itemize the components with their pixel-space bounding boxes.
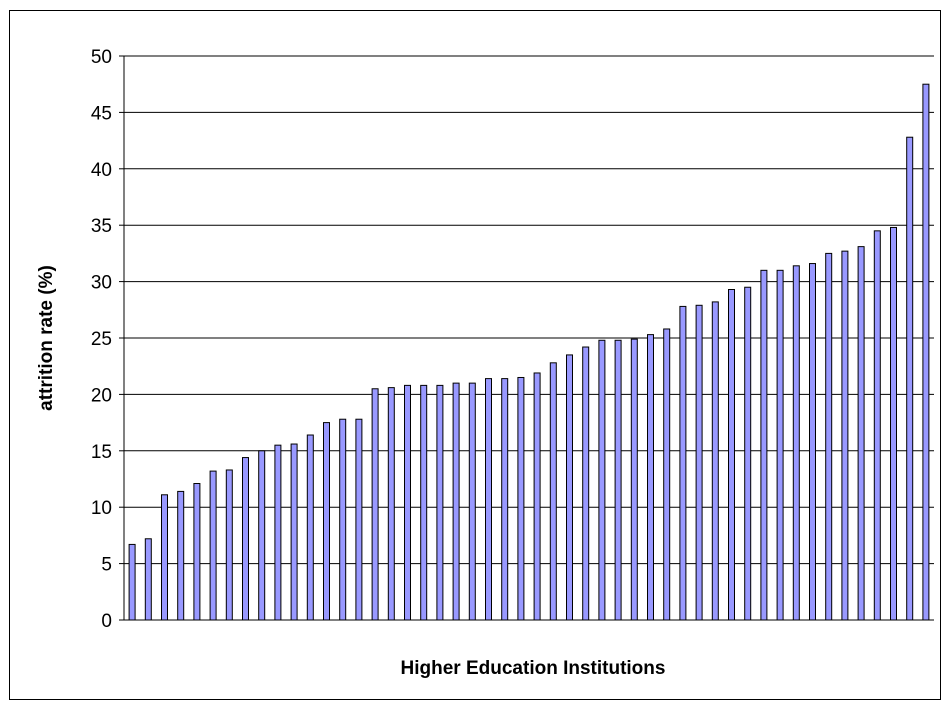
bar [485,378,492,621]
bar [274,444,282,621]
bar [630,338,638,621]
bar [679,305,687,621]
bar [339,418,347,621]
bar [225,469,233,621]
y-tick-label: 10 [91,498,112,519]
y-tick-label: 40 [91,160,112,181]
bar [533,372,541,621]
bar [663,328,671,621]
bar [744,286,752,621]
axes [123,56,934,621]
bar [404,384,411,621]
bar [193,483,201,621]
bar [177,490,185,621]
bar [857,246,865,621]
bar [468,382,476,621]
bar [906,136,914,621]
bar [582,346,590,621]
bar [760,269,768,621]
bar [873,230,881,621]
y-tick-label: 50 [91,47,112,68]
bar [242,457,249,621]
bar [355,418,363,621]
bar [711,301,719,621]
bar [549,362,557,621]
bar [792,265,800,621]
bar [517,376,525,621]
bar [290,443,298,621]
y-tick-label: 0 [101,611,112,632]
y-tick-label: 45 [91,103,112,124]
bar [258,450,266,621]
bar [420,384,428,621]
bar [452,382,460,621]
y-tick-labels: 0 5 10 15 20 25 30 35 40 45 50 [91,47,112,632]
y-axis-title: attrition rate (%) [36,265,57,411]
bar [776,269,784,621]
bar [306,434,314,621]
bar [647,334,654,621]
bar [566,354,573,621]
bar [161,494,168,621]
y-tick-label: 25 [91,329,112,350]
y-tick-label: 20 [91,385,112,406]
y-tick-label: 15 [91,442,112,463]
bar [501,378,509,621]
bar [728,289,735,621]
bar [841,250,849,621]
bar [387,387,395,621]
bar [128,543,136,621]
bar [922,83,930,621]
y-tick-label: 30 [91,273,112,294]
bar [825,252,833,621]
bar [809,263,816,621]
bar [209,470,217,621]
bar [144,538,152,621]
bar [614,339,622,621]
y-tick-label: 5 [101,555,112,576]
bar [323,422,330,621]
bar [371,388,379,621]
bar [436,384,444,621]
bar [695,304,703,621]
bar [890,226,897,621]
y-tick-label: 35 [91,216,112,237]
x-axis-title: Higher Education Institutions [401,658,666,679]
bar [598,339,606,621]
bars [128,83,930,621]
